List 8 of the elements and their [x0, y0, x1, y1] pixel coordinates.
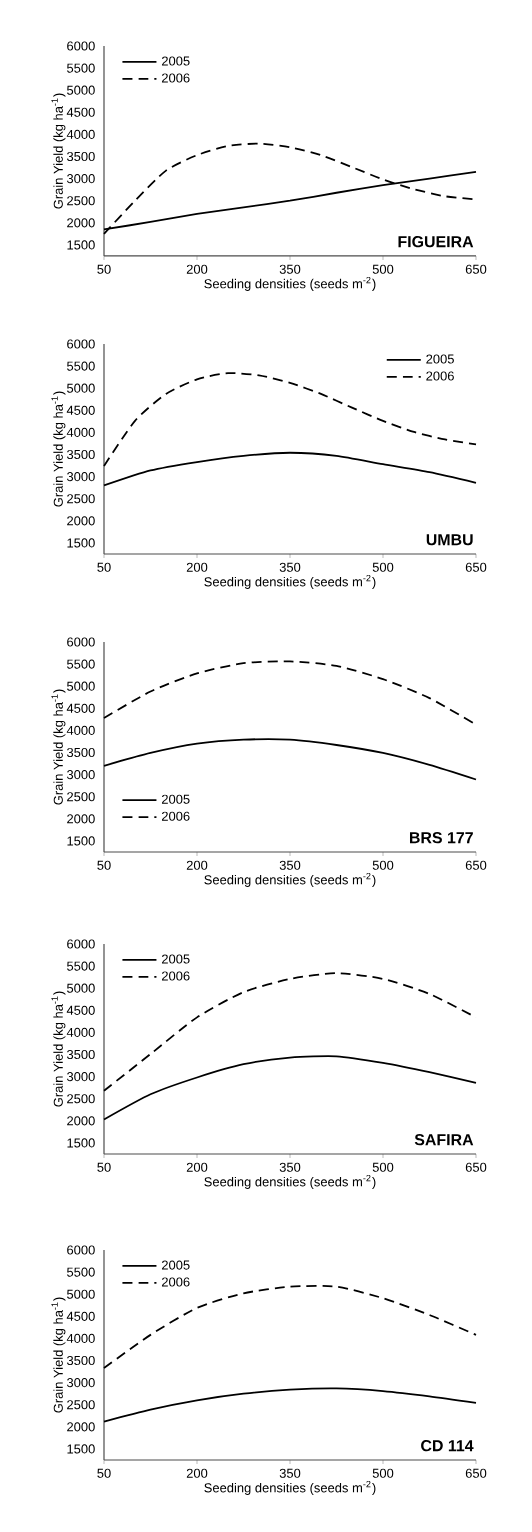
line-series — [103, 372, 477, 467]
line-series — [103, 972, 477, 1092]
line-series — [103, 1055, 477, 1121]
line-series — [103, 1285, 477, 1369]
line-series — [103, 1387, 477, 1423]
line-series — [103, 660, 477, 726]
line-series — [103, 738, 477, 781]
line-series — [103, 451, 477, 487]
